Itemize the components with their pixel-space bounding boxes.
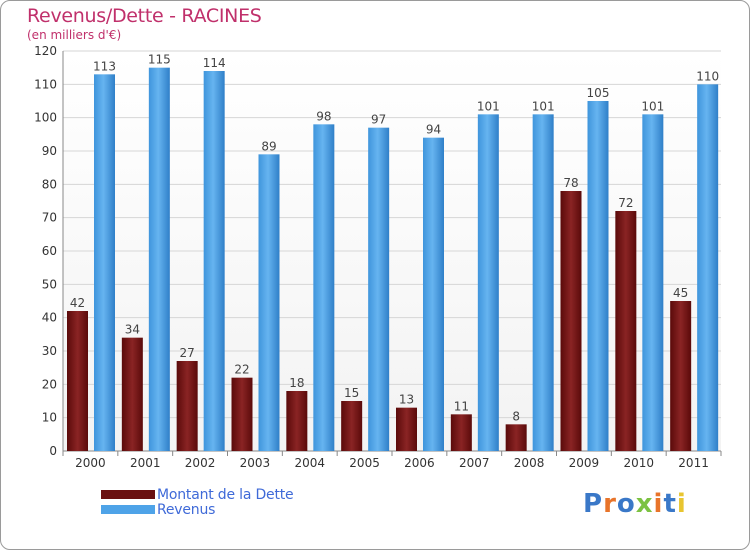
data-label: 105 [587,86,610,100]
data-label: 78 [563,176,578,190]
bar-revenue [258,154,280,452]
data-label: 98 [316,109,331,123]
bar-revenue [423,137,444,451]
data-label: 45 [673,286,688,300]
y-tick-label: 0 [49,444,57,458]
bar-debt [176,361,198,451]
y-tick-label: 100 [34,111,57,125]
data-label: 34 [125,323,140,337]
x-tick-label: 2004 [294,456,325,470]
data-label: 42 [70,296,85,310]
data-label: 97 [371,113,386,127]
logo-letter: t [663,489,677,519]
x-tick-label: 2000 [75,456,106,470]
x-tick-label: 2010 [623,456,654,470]
logo-letter: r [603,489,617,519]
y-tick-label: 30 [42,344,57,358]
y-tick-label: 10 [42,411,57,425]
bar-revenue [368,127,390,452]
logo-letter: o [616,489,636,519]
x-tick-label: 2001 [130,456,161,470]
data-label: 18 [289,376,304,390]
bar-debt [67,311,88,451]
bar-revenue [94,74,115,451]
legend-label-revenue: Revenus [157,501,216,518]
data-label: 22 [234,363,249,377]
data-label: 113 [93,59,116,73]
bar-revenue [477,114,499,451]
y-tick-label: 50 [42,277,57,291]
legend-label-debt: Montant de la Dette [157,486,294,503]
data-label: 94 [426,123,441,137]
logo-letter: x [635,489,654,519]
legend: Montant de la Dette Revenus [101,486,294,518]
legend-item-debt: Montant de la Dette [101,486,294,503]
y-tick-label: 80 [42,177,57,191]
bar-revenue [313,124,335,451]
logo-letter: P [583,489,604,519]
x-tick-label: 2003 [240,456,271,470]
y-tick-label: 120 [34,44,57,58]
data-label: 13 [399,393,414,407]
x-tick-label: 2008 [514,456,545,470]
y-tick-label: 40 [42,311,57,325]
bar-debt [121,337,143,451]
x-tick-label: 2007 [459,456,490,470]
bar-revenue [587,101,609,451]
data-label: 114 [203,56,226,70]
y-tick-label: 70 [42,211,57,225]
x-tick-label: 2002 [185,456,216,470]
bar-debt [450,414,472,451]
proxiti-logo: Proxiti [583,489,687,519]
chart-subtitle: (en milliers d'€) [27,28,122,42]
data-label: 72 [618,196,633,210]
bar-revenue [642,114,664,451]
bar-debt [670,301,692,451]
bar-debt [560,191,582,451]
chart-title: Revenus/Dette - RACINES [27,5,262,27]
data-label: 110 [696,69,719,83]
bar-revenue [203,71,225,451]
legend-item-revenue: Revenus [101,501,293,518]
data-label: 101 [477,99,500,113]
bar-debt [615,211,637,451]
x-tick-label: 2005 [349,456,380,470]
data-label: 115 [148,53,171,67]
bar-debt [286,391,308,451]
legend-swatch-revenue [101,505,155,514]
bar-debt [341,401,363,451]
data-label: 89 [261,139,276,153]
bar-revenue [532,114,554,451]
y-tick-label: 60 [42,244,57,258]
x-tick-label: 2009 [569,456,600,470]
bar-debt [505,424,527,451]
data-label: 15 [344,386,359,400]
logo-letter: i [653,489,664,519]
bar-revenue [148,67,170,452]
bar-revenue [697,84,719,451]
data-label: 101 [641,99,664,113]
y-tick-label: 110 [34,77,57,91]
y-tick-label: 20 [42,377,57,391]
data-label: 11 [454,399,469,413]
bar-debt [396,407,417,451]
x-tick-label: 2006 [404,456,435,470]
data-label: 101 [532,99,555,113]
x-tick-label: 2011 [678,456,709,470]
legend-swatch-debt [101,490,155,499]
bar-debt [231,377,253,451]
data-label: 27 [180,346,195,360]
y-tick-label: 90 [42,144,57,158]
logo-letter: i [676,489,687,519]
data-label: 8 [512,409,520,423]
